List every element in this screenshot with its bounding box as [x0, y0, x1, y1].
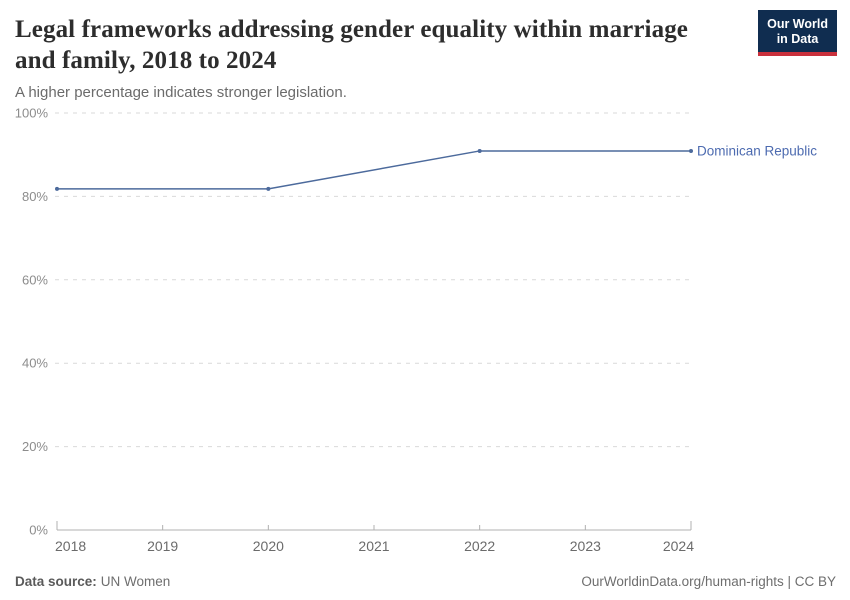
y-tick-label: 40% — [22, 356, 48, 371]
y-tick-label: 100% — [15, 106, 49, 121]
data-source-value: UN Women — [100, 574, 171, 589]
chart-area: 0% 20% 40% 60% 80% 100% 2018 2019 2020 2021 2022 20… — [0, 100, 850, 560]
data-point — [55, 186, 59, 191]
series-label[interactable]: Dominican Republic — [697, 143, 817, 158]
x-tick-label: 2022 — [464, 538, 495, 554]
x-tick-label: 2020 — [253, 538, 284, 554]
owid-logo: Our World in Data — [758, 10, 837, 56]
data-source: Data source: UN Women — [15, 574, 170, 589]
data-source-label: Data source: — [15, 574, 97, 589]
y-tick-label: 0% — [29, 523, 48, 538]
y-tick-label: 60% — [22, 272, 48, 287]
chart-header: Legal frameworks addressing gender equal… — [0, 0, 850, 102]
x-tick-label: 2019 — [147, 538, 178, 554]
chart-footer: Data source: UN Women OurWorldinData.org/… — [15, 574, 836, 589]
x-tick-label: 2018 — [55, 538, 86, 554]
chart-subtitle: A higher percentage indicates stronger l… — [15, 84, 347, 101]
y-tick-label: 20% — [22, 439, 48, 454]
x-tick-label: 2023 — [570, 538, 601, 554]
x-tick-label: 2024 — [663, 538, 694, 554]
data-line-dominican-republic[interactable] — [57, 150, 691, 190]
footer-link: OurWorldinData.org/human-rights | CC BY — [581, 574, 836, 589]
data-point — [266, 186, 271, 191]
y-tick-label: 80% — [22, 189, 48, 204]
owid-logo-line2: in Data — [776, 31, 819, 46]
owid-logo-line1: Our World — [767, 17, 828, 31]
x-tick-label: 2021 — [358, 538, 389, 554]
page-title: Legal frameworks addressing gender equal… — [15, 16, 689, 74]
line-chart: 0% 20% 40% 60% 80% 100% 2018 2019 2020 2021 2022 20… — [15, 106, 818, 555]
data-point — [689, 148, 693, 153]
data-point — [477, 148, 482, 153]
